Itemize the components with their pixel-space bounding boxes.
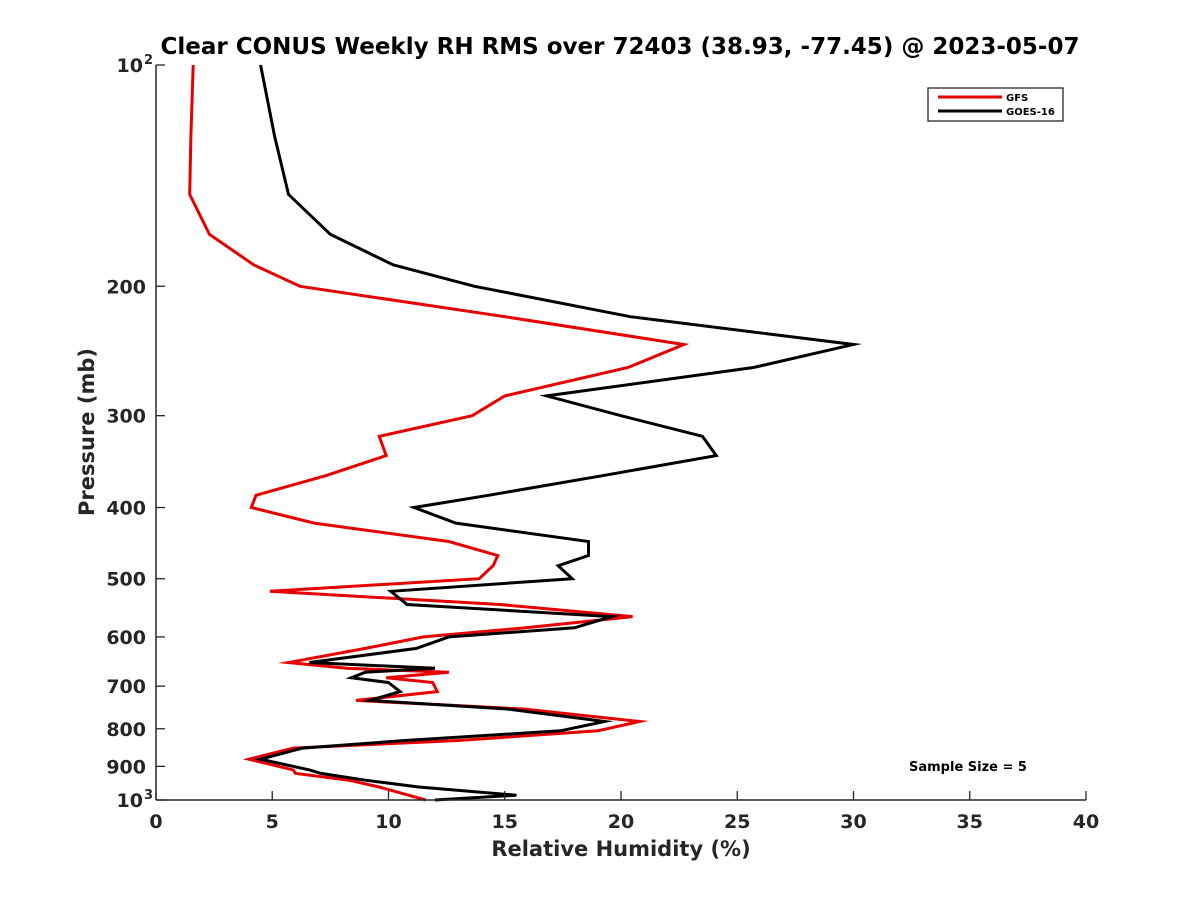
x-tick-label: 10 (375, 811, 401, 833)
legend: GFS GOES-16 (927, 87, 1064, 122)
series-line-goes-16 (254, 64, 863, 802)
x-tick-label: 30 (840, 811, 866, 833)
y-axis-label: Pressure (mb) (75, 348, 99, 516)
sample-size-annotation: Sample Size = 5 (909, 760, 1027, 775)
y-tick-label-exponent: 3 (144, 788, 153, 803)
legend-label-goes-16: GOES-16 (1006, 107, 1055, 118)
x-tick-label: 25 (724, 811, 750, 833)
y-tick-label: 900 (106, 756, 146, 778)
x-tick-label: 5 (266, 811, 279, 833)
x-tick-label: 15 (492, 811, 518, 833)
y-tick-label: 300 (106, 406, 146, 428)
x-tick-label: 0 (149, 811, 162, 833)
y-tick-label-exponent: 2 (144, 53, 153, 68)
x-tick-label: 20 (608, 811, 634, 833)
legend-box (927, 87, 1064, 122)
y-tick-label: 500 (106, 569, 146, 591)
x-axis-ticks: 0 5 10 15 20 25 30 35 40 (149, 791, 1099, 833)
x-axis-label: Relative Humidity (%) (491, 837, 750, 861)
y-tick-label: 400 (106, 498, 146, 520)
series-line-gfs (188, 64, 690, 802)
x-tick-label: 35 (957, 811, 983, 833)
x-tick-label: 40 (1073, 811, 1099, 833)
series-layer (188, 64, 863, 802)
y-tick-label: 200 (106, 276, 146, 298)
chart-title: Clear CONUS Weekly RH RMS over 72403 (38… (161, 34, 1080, 60)
y-tick-label: 800 (106, 719, 146, 741)
y-tick-label: 700 (106, 676, 146, 698)
y-tick-label: 10 (117, 790, 143, 812)
y-tick-label: 10 (117, 55, 143, 77)
legend-label-gfs: GFS (1006, 93, 1028, 104)
y-tick-label: 600 (106, 627, 146, 649)
